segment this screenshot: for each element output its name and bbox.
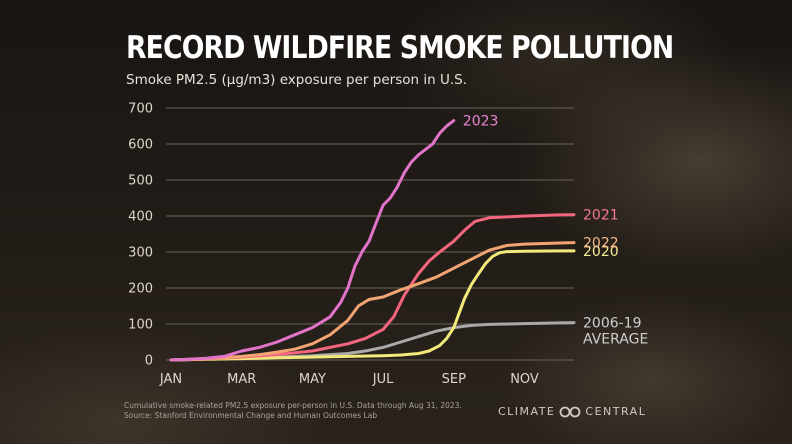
series-line-2022 [169,241,576,362]
y-tick-label: 400 [128,210,153,225]
series-label-line: 2023 [463,114,499,130]
chart-title: RECORD WILDFIRE SMOKE POLLUTION [126,30,674,66]
y-tick-label: 300 [128,246,153,261]
x-tick-label: MAR [227,372,256,387]
y-tick-label: 200 [128,282,153,297]
series-labels: 2006-19 AVERAGE 2020 2021 2022 2023 [463,114,648,348]
footnote: Cumulative smoke-related PM2.5 exposure … [124,401,462,421]
brand-logo: CLIMATE CENTRAL [498,405,646,418]
chart-subtitle: Smoke PM2.5 (µg/m3) exposure per person … [126,72,467,88]
series-label-2020: 2020 [583,244,619,260]
y-tick-label: 100 [128,318,153,333]
y-axis-ticks: 0 100 200 300 400 500 600 700 [128,102,153,369]
series-line-2020 [169,249,576,362]
series-label-line: 2020 [583,244,619,260]
series-label-2021: 2021 [583,208,619,224]
y-tick-label: 700 [128,102,153,117]
climate-central-logo-icon [559,406,581,417]
y-tick-label: 600 [128,138,153,153]
y-tick-label: 0 [145,354,153,369]
series-label-2022: 2022 [583,236,619,252]
series-label-line: 2006-19 [583,316,642,332]
footnote-data-note: Cumulative smoke-related PM2.5 exposure … [124,401,462,410]
brand-text-right: CENTRAL [585,405,647,418]
x-tick-label: JUL [372,372,394,387]
series-label-line: AVERAGE [583,332,648,348]
brand-text-left: CLIMATE [498,405,556,418]
y-tick-label: 500 [128,174,153,189]
series-label-2006-19-average: 2006-19 AVERAGE [583,316,648,348]
series-line-2021 [169,213,576,362]
x-axis-ticks: JAN MAR MAY JUL SEP NOV [159,372,539,387]
series-label-line: 2022 [583,236,619,252]
series-line-2023 [169,119,456,362]
series-label-line: 2021 [583,208,619,224]
x-tick-label: NOV [510,372,539,387]
gridlines [166,107,574,361]
x-tick-label: JAN [159,372,182,387]
footnote-source: Source: Stanford Environmental Change an… [124,411,378,420]
series-lines [169,119,576,362]
series-label-2023: 2023 [463,114,499,130]
x-tick-label: MAY [299,372,326,387]
x-tick-label: SEP [442,372,466,387]
